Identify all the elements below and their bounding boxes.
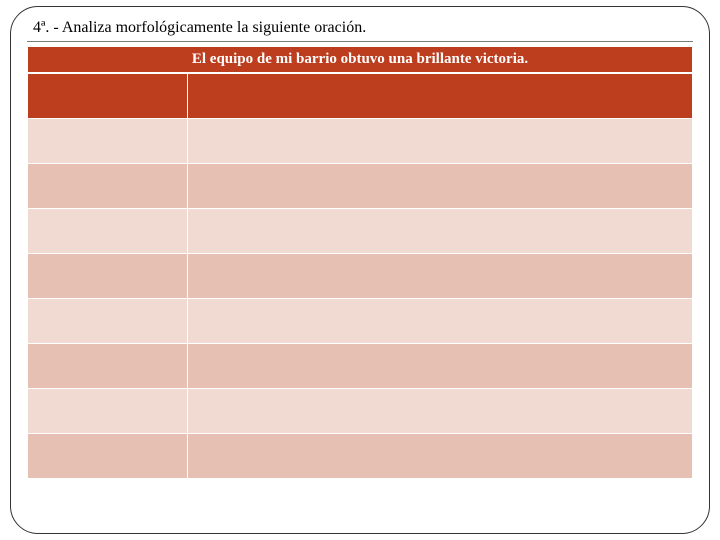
- table-cell: [28, 254, 188, 299]
- table-row: [28, 389, 693, 434]
- table-cell: [28, 119, 188, 164]
- table-cell: [28, 164, 188, 209]
- table-cell: [28, 209, 188, 254]
- slide-frame: 4ª. - Analiza morfológicamente la siguie…: [10, 6, 710, 534]
- analysis-table: [27, 73, 693, 479]
- sentence-bar: El equipo de mi barrio obtuvo una brilla…: [27, 46, 693, 73]
- table-cell: [187, 164, 692, 209]
- table-cell: [28, 389, 188, 434]
- table-cell: [187, 119, 692, 164]
- table-row: [28, 254, 693, 299]
- table-cell: [28, 299, 188, 344]
- table-cell: [187, 344, 692, 389]
- table-cell: [187, 434, 692, 479]
- table-row: [28, 209, 693, 254]
- table-cell: [187, 74, 692, 119]
- table-row: [28, 434, 693, 479]
- instruction-text: 4ª. - Analiza morfológicamente la siguie…: [27, 17, 693, 42]
- table-row: [28, 74, 693, 119]
- table-cell: [187, 254, 692, 299]
- table-row: [28, 344, 693, 389]
- table-row: [28, 164, 693, 209]
- table-cell: [187, 389, 692, 434]
- table-cell: [28, 344, 188, 389]
- table-cell: [28, 434, 188, 479]
- table-cell: [187, 209, 692, 254]
- table-row: [28, 119, 693, 164]
- table-cell: [187, 299, 692, 344]
- table-cell: [28, 74, 188, 119]
- analysis-table-body: [28, 74, 693, 479]
- table-row: [28, 299, 693, 344]
